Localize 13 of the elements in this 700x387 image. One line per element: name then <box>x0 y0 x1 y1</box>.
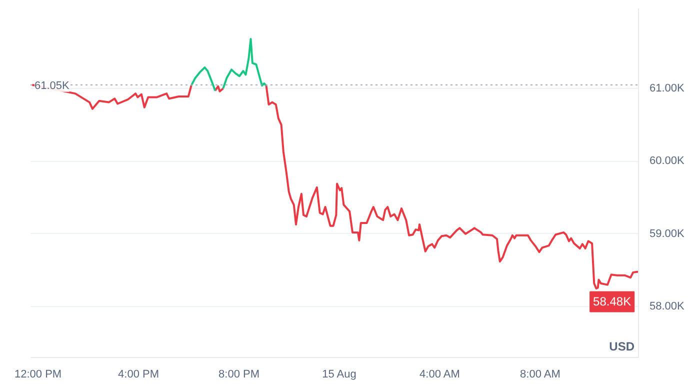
x-tick-label: 4:00 AM <box>420 368 460 380</box>
annotation: 58.48K <box>593 294 632 309</box>
y-tick-label: 61.00K <box>650 82 686 94</box>
y-tick-label: 59.00K <box>650 228 686 240</box>
x-tick-label: 8:00 PM <box>218 368 260 380</box>
ref-line-label: 61.05K <box>34 80 70 92</box>
x-tick-label: 4:00 PM <box>118 368 160 380</box>
x-tick-label: 8:00 AM <box>520 368 560 380</box>
y-tick-label: 60.00K <box>650 155 686 168</box>
x-tick-label: 12:00 PM <box>14 368 62 380</box>
y-tick-label: 58.00K <box>650 300 686 313</box>
y-axis-title: USD <box>609 340 635 354</box>
x-tick-label: 15 Aug <box>322 368 356 380</box>
